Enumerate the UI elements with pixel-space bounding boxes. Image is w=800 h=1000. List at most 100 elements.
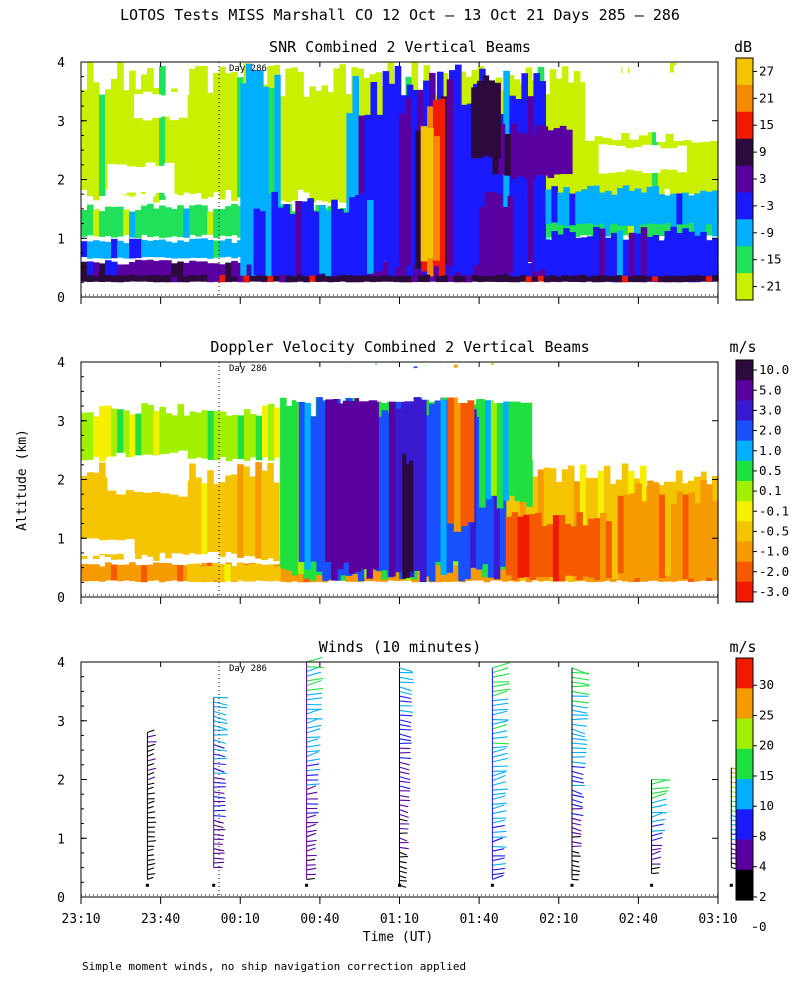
heatmap-cell (420, 126, 428, 262)
heatmap-cell (551, 231, 558, 278)
heatmap-cell (111, 564, 118, 581)
heatmap-cell (700, 275, 707, 282)
colorbar-swatch (736, 521, 753, 542)
heatmap-cell (564, 523, 572, 576)
heatmap-cell (286, 405, 293, 571)
heatmap-cell (659, 494, 666, 578)
heatmap-cell (159, 406, 166, 459)
wind-barb (306, 758, 321, 762)
heatmap-cell (123, 275, 130, 282)
wind-barb (213, 696, 229, 699)
heatmap-cell (219, 209, 226, 236)
heatmap-cell (558, 515, 566, 582)
heatmap-cell (105, 260, 112, 281)
heatmap-cell (111, 238, 118, 259)
wind-barb (492, 819, 506, 824)
colorbar-label: 3 (759, 171, 767, 186)
heatmap-cell (549, 468, 557, 558)
heatmap-cell (105, 206, 112, 236)
heatmap-gap (134, 94, 144, 119)
snr-frame: 0 1 2 3 4 (57, 56, 719, 306)
x-axis-label: Time (UT) (363, 930, 433, 945)
x-tick-label: 01:10 (380, 912, 419, 927)
heatmap-cell (213, 411, 221, 461)
heatmap-cell (123, 209, 130, 235)
heatmap-cell (225, 262, 232, 281)
wind-barb (399, 700, 412, 703)
heatmap-gap (682, 66, 692, 141)
heatmap-cell (207, 92, 214, 198)
heatmap-cell (231, 243, 238, 259)
colorbar-label: 1.0 (759, 443, 782, 458)
wind-barb (492, 872, 505, 876)
heatmap-gap (709, 65, 719, 141)
wind-barb (147, 811, 156, 814)
heatmap-gap (404, 363, 414, 402)
heatmap-cell (123, 476, 130, 553)
wind-barb (213, 720, 228, 725)
heatmap-gap (691, 63, 701, 143)
wind-barb (492, 802, 507, 805)
heatmap-cell (588, 518, 595, 578)
colorbar-label: 27 (759, 63, 774, 78)
wind-barb (306, 751, 319, 758)
wind-barb (492, 837, 504, 843)
heatmap-cell (255, 462, 262, 559)
heatmap-gap (233, 366, 244, 399)
wind-barb (492, 765, 509, 768)
heatmap-gap (594, 375, 604, 449)
wind-barb (492, 752, 508, 758)
heatmap-gap (395, 363, 405, 402)
colorbar-swatch (736, 718, 753, 750)
heatmap-cell (141, 565, 148, 583)
heatmap-cell (587, 185, 594, 224)
heatmap-cell (99, 241, 106, 259)
wind-barb (492, 698, 509, 702)
heatmap-cell (225, 275, 232, 283)
heatmap-cell (147, 68, 154, 193)
heatmap-cell (117, 206, 124, 237)
colorbar-label: -9 (759, 225, 774, 240)
heatmap-gap (269, 363, 279, 402)
heatmap-cell (298, 381, 306, 562)
colorbar-swatch (736, 400, 753, 421)
heatmap-gap (511, 363, 522, 402)
heatmap-cell (219, 482, 226, 557)
heatmap-cell (681, 275, 689, 282)
wind-barb (147, 800, 155, 805)
heatmap-cell (189, 463, 196, 554)
wind-surface-marker (212, 883, 216, 887)
heatmap-cell (201, 238, 208, 258)
heatmap-cell (394, 65, 402, 268)
snr-day-marker: Day 286 (229, 64, 267, 74)
wind-barb (399, 813, 409, 818)
wind-barb (306, 829, 317, 833)
heatmap-cell (529, 134, 536, 180)
heatmap-cell (236, 562, 244, 581)
colorbar-swatch (736, 192, 753, 220)
wind-barb (571, 831, 582, 835)
heatmap-cell (81, 275, 88, 282)
heatmap-gap (638, 70, 648, 136)
heatmap-cell (428, 404, 436, 582)
heatmap-cell (135, 465, 142, 559)
heatmap-cell (93, 209, 100, 237)
heatmap-cell (484, 192, 492, 278)
wind-surface-marker (398, 883, 401, 887)
heatmap-cell (496, 194, 503, 280)
heatmap-cell (517, 516, 524, 578)
wind-barb (306, 671, 322, 677)
heatmap-cell (213, 208, 220, 238)
heatmap-cell (354, 372, 362, 572)
heatmap-cell (441, 275, 449, 283)
heatmap-gap (611, 66, 622, 141)
colorbar-label: -0.1 (759, 503, 789, 518)
heatmap-cell (526, 389, 533, 507)
y-tick-label: 4 (57, 656, 65, 671)
heatmap-cell (575, 237, 582, 278)
snr-heatmap (81, 62, 719, 283)
wind-barb (147, 748, 155, 753)
heatmap-gap (178, 94, 188, 118)
heatmap-gap (215, 366, 226, 400)
wind-barb (213, 815, 226, 818)
